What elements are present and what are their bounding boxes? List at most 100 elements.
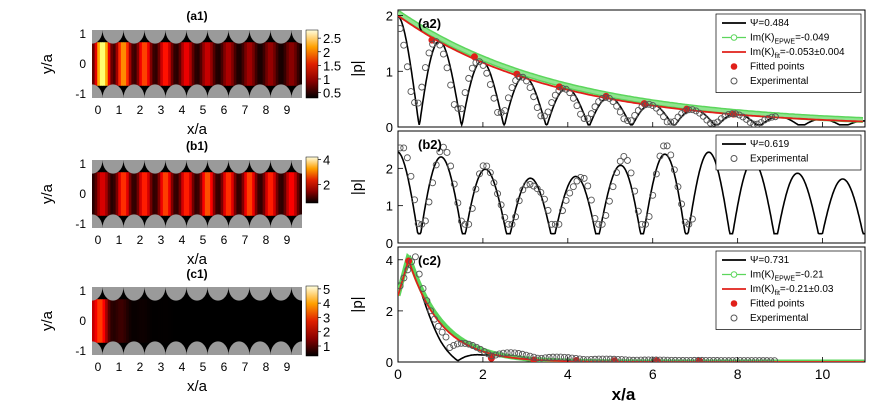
- experimental-point: [625, 356, 633, 362]
- y-tick-label: 2: [386, 304, 393, 319]
- heatmap-strip: [254, 42, 258, 86]
- heatmap-cell: [281, 172, 303, 216]
- plot-area: [398, 142, 865, 235]
- y-tick-label: 1: [386, 64, 393, 79]
- experimental-point: [642, 220, 649, 228]
- heatmap-strip: [113, 299, 117, 343]
- experimental-point: [656, 356, 664, 362]
- scatterer-bottom: [186, 84, 208, 98]
- heatmap-strip: [107, 42, 111, 86]
- experimental-point: [710, 119, 718, 127]
- colorbar-tick-label: 1.5: [323, 58, 341, 73]
- heatmap-strip: [194, 299, 198, 343]
- heatmap-strip: [265, 42, 269, 86]
- x-tick-label: 8: [734, 366, 742, 382]
- plot-area: [398, 253, 865, 362]
- heatmap-strip: [149, 299, 153, 343]
- experimental-point: [627, 117, 635, 125]
- experimental-point: [580, 174, 588, 182]
- heatmap-strip: [210, 172, 214, 216]
- scatterer-bottom: [123, 341, 145, 355]
- line-panel-b2: (b2) 0 1 2 |p| Ψ=0.619 Experimental: [349, 130, 866, 251]
- experimental-point: [537, 189, 545, 196]
- heatmap-strip: [157, 42, 161, 86]
- experimental-point: [398, 25, 404, 33]
- experimental-point: [503, 349, 511, 357]
- heatmap-strip: [199, 172, 203, 216]
- scatterer-top: [207, 160, 229, 174]
- experimental-point: [670, 118, 678, 126]
- heatmap-strip: [126, 42, 130, 86]
- heatmap-strip: [228, 299, 232, 343]
- legend-label: Ψ=0.484: [750, 18, 790, 29]
- heatmap-strip: [257, 299, 261, 343]
- scatterer-bottom: [270, 84, 292, 98]
- experimental-point: [476, 170, 483, 178]
- experimental-point: [620, 115, 628, 123]
- experimental-point: [548, 220, 556, 228]
- experimental-point: [613, 102, 621, 110]
- experimental-point: [490, 179, 498, 187]
- heatmap-strip: [181, 42, 185, 86]
- heatmap-strip: [110, 299, 114, 343]
- experimental-point: [664, 356, 672, 362]
- scatterer-bottom: [186, 214, 208, 228]
- heatmap-strip: [215, 299, 219, 343]
- x-tick-label: 8: [263, 360, 270, 374]
- legend-label: Im(K)fit=-0.21±0.03: [750, 284, 834, 297]
- heatmap-strip: [139, 42, 143, 86]
- heatmap-strip: [231, 172, 235, 216]
- experimental-point: [530, 93, 538, 101]
- heatmap-strip: [244, 299, 248, 343]
- heatmap-strip: [155, 172, 159, 216]
- heatmap-strip: [149, 42, 153, 86]
- experimental-point: [555, 220, 563, 228]
- heatmap-strip: [215, 42, 219, 86]
- heatmap-strip: [260, 42, 264, 86]
- experimental-point: [577, 173, 585, 181]
- experimental-point: [728, 110, 736, 118]
- experimental-point: [763, 357, 771, 362]
- colorbar-tick-label: 1: [323, 339, 330, 354]
- experimental-point: [753, 120, 761, 127]
- experimental-point: [602, 212, 610, 219]
- experimental-point: [678, 110, 686, 117]
- fitted-point: [513, 70, 521, 78]
- x-tick-label: 7: [242, 103, 249, 117]
- scatterer-bottom: [207, 341, 229, 355]
- experimental-point: [572, 355, 580, 362]
- colorbar-tick-label: 3: [323, 310, 330, 325]
- scatterer-top: [249, 160, 271, 174]
- heatmap-strip: [283, 172, 287, 216]
- experimental-point: [748, 357, 756, 362]
- heatmap-strip: [131, 172, 135, 216]
- experimental-point: [398, 144, 404, 152]
- heatmap-cell: [218, 42, 240, 86]
- experimental-point: [479, 162, 487, 170]
- x-axis-label: x/a: [187, 251, 208, 268]
- legend-marker: [730, 300, 738, 307]
- experimental-point: [472, 185, 480, 193]
- experimental-point: [577, 110, 585, 118]
- experimental-point: [519, 186, 527, 194]
- heatmap-strip: [97, 42, 101, 86]
- scatterer-bottom: [144, 214, 166, 228]
- legend-marker: [730, 271, 738, 278]
- heatmap-strip: [131, 299, 135, 343]
- heatmap-strip: [202, 299, 206, 343]
- heatmap-strip: [275, 299, 279, 343]
- x-tick-label: 6: [649, 366, 657, 382]
- heatmap-strip: [262, 172, 266, 216]
- heatmap-strip: [286, 42, 290, 86]
- experimental-point: [649, 191, 657, 199]
- experimental-point: [486, 81, 494, 88]
- heatmap-strip: [233, 42, 237, 86]
- experimental-point: [431, 315, 438, 323]
- experimental-point: [591, 103, 599, 111]
- heatmap-strip: [134, 172, 138, 216]
- experimental-point: [580, 355, 587, 362]
- heatmap-strip: [207, 172, 211, 216]
- scatterer-top: [249, 30, 271, 44]
- scatterer-top: [249, 287, 271, 301]
